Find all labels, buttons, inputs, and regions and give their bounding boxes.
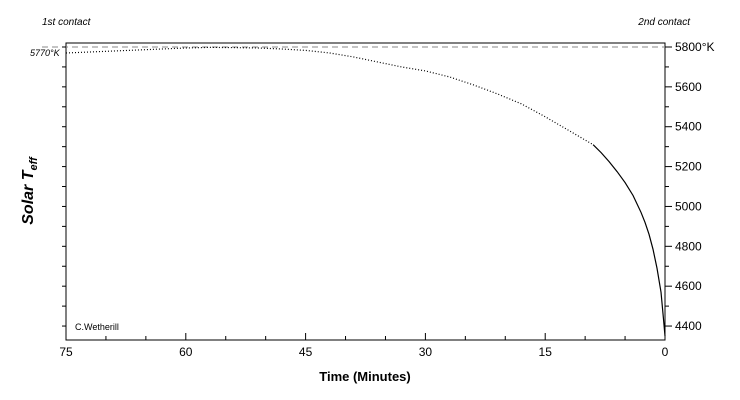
y-ticks: 4400 4600 4800 5000 5200 5400 5600 5800°K [62, 40, 715, 333]
x-tick-label: 30 [419, 345, 433, 359]
x-tick-label: 0 [662, 345, 669, 359]
plot-frame [65, 42, 666, 341]
x-tick-label: 45 [299, 345, 313, 359]
y-tick-label: 5000 [675, 199, 702, 213]
x-ticks: 75 60 45 30 15 0 [59, 333, 669, 359]
y-tick-label: 5200 [675, 160, 702, 174]
y-tick-label: 5400 [675, 120, 702, 134]
y-tick-label: 4600 [675, 279, 702, 293]
series-layer [65, 46, 666, 337]
y-tick-label: 5800°K [675, 40, 715, 54]
series-line-dotted [65, 46, 594, 146]
x-tick-label: 60 [179, 345, 193, 359]
y-axis-title-main: Solar T [20, 169, 37, 224]
credit-label: C.Wetherill [75, 322, 119, 332]
y-tick-label: 4800 [675, 239, 702, 253]
top-left-label: 1st contact [42, 17, 92, 28]
y-tick-label: 5600 [675, 80, 702, 94]
top-right-label: 2nd contact [637, 17, 691, 28]
left-annotation: 5770°K [30, 48, 61, 58]
x-tick-label: 75 [59, 345, 73, 359]
y-tick-label: 4400 [675, 319, 702, 333]
y-axis-title-sub: eff [28, 156, 40, 171]
x-axis-title: Time (Minutes) [319, 369, 411, 384]
y-axis-title: Solar Teff [20, 156, 40, 225]
series-line-solid [592, 144, 666, 337]
x-tick-label: 15 [539, 345, 553, 359]
